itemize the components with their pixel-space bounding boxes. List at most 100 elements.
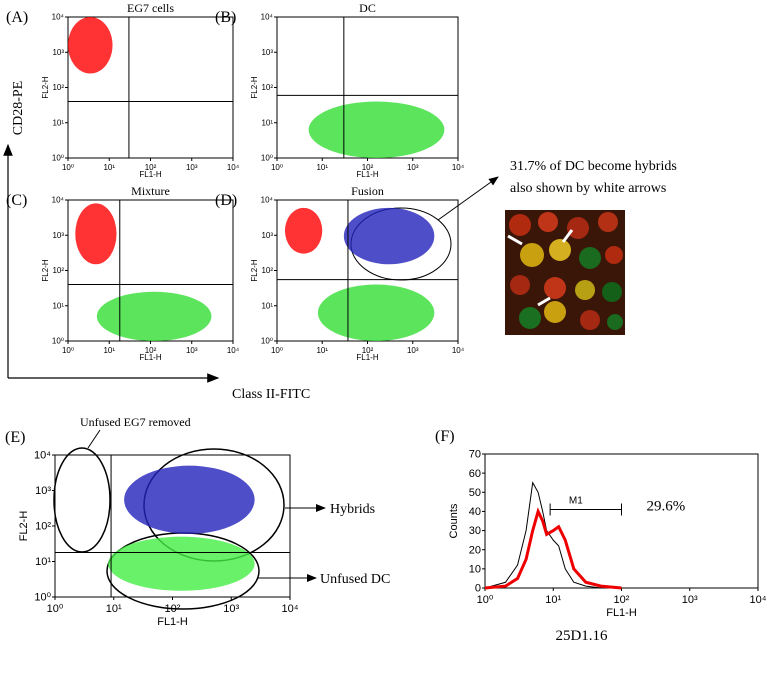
- y-tick-label: 10⁴: [52, 13, 65, 22]
- panel-title: Fusion: [351, 184, 384, 198]
- y-tick-label: 10²: [52, 83, 64, 92]
- x-tick-label: 10⁰: [477, 594, 494, 606]
- y-axis-label: FL2-H: [41, 259, 50, 281]
- panel-label: (B): [215, 9, 236, 26]
- y-tick-label: 10³: [261, 48, 273, 57]
- x-axis-title: Class II-FITC: [232, 387, 310, 402]
- panel-title: DC: [359, 1, 376, 15]
- y-axis-title: CD28-PE: [11, 81, 26, 135]
- y-tick-label: 10⁴: [261, 196, 274, 205]
- cell-population: [75, 203, 117, 265]
- panel-caption: 25D1.16: [555, 628, 608, 644]
- x-tick-label: 10²: [145, 346, 157, 355]
- y-tick-label: 10³: [261, 231, 273, 240]
- y-tick-label: 40: [469, 506, 481, 518]
- annotation: Hybrids: [330, 502, 375, 517]
- y-tick-label: 10¹: [261, 118, 273, 127]
- y-tick-label: 0: [475, 583, 481, 595]
- marker-label: M1: [569, 496, 583, 507]
- y-tick-label: 60: [469, 468, 481, 480]
- y-tick-label: 10⁰: [52, 337, 64, 346]
- x-axis-label: FL1-H: [139, 170, 161, 179]
- y-tick-label: 10⁴: [52, 196, 65, 205]
- y-tick-label: 10³: [52, 231, 64, 240]
- y-tick-label: 10²: [261, 83, 273, 92]
- y-axis-label: FL2-H: [41, 76, 50, 98]
- y-tick-label: 10³: [52, 48, 64, 57]
- y-axis-label: FL2-H: [250, 259, 259, 281]
- y-tick-label: 10⁰: [34, 592, 51, 604]
- plot-frame: [484, 453, 759, 589]
- y-tick-label: 50: [469, 487, 481, 499]
- y-tick-label: 10⁰: [261, 337, 273, 346]
- x-tick-label: 10⁴: [750, 594, 767, 606]
- x-tick-label: 10³: [682, 594, 698, 606]
- y-axis-label: FL2-H: [18, 511, 30, 542]
- x-axis-label: FL1-H: [139, 353, 161, 362]
- gate: [53, 447, 111, 553]
- x-tick-label: 10³: [223, 603, 239, 615]
- histogram-line: [484, 507, 622, 590]
- annotation: Unfused EG7 removed: [80, 415, 191, 429]
- x-tick-label: 10¹: [106, 603, 122, 615]
- x-tick-label: 10⁰: [271, 346, 283, 355]
- x-tick-label: 10¹: [316, 346, 328, 355]
- x-tick-label: 10¹: [316, 163, 328, 172]
- cell-population: [284, 207, 323, 254]
- x-tick-label: 10⁴: [452, 163, 465, 172]
- x-tick-label: 10⁰: [271, 163, 283, 172]
- y-tick-label: 10⁴: [34, 450, 51, 462]
- pointer-line: [87, 429, 101, 449]
- y-axis-label: FL2-H: [250, 76, 259, 98]
- x-axis-label: FL1-H: [157, 616, 188, 628]
- x-tick-label: 10⁴: [227, 163, 240, 172]
- x-tick-label: 10³: [186, 163, 198, 172]
- y-tick-label: 70: [469, 449, 481, 461]
- y-tick-label: 10¹: [52, 301, 64, 310]
- micrograph: [505, 210, 625, 335]
- x-tick-label: 10²: [362, 163, 374, 172]
- x-tick-label: 10²: [614, 594, 630, 606]
- y-axis-label: Counts: [448, 503, 460, 538]
- x-tick-label: 10²: [145, 163, 157, 172]
- panel-label: (E): [5, 429, 25, 446]
- x-tick-label: 10³: [407, 346, 419, 355]
- pointer-arrow: [437, 176, 499, 221]
- panel-label: (C): [6, 192, 27, 209]
- y-tick-label: 20: [469, 544, 481, 556]
- x-tick-label: 10⁰: [62, 163, 74, 172]
- panel-label: (D): [215, 192, 237, 209]
- marker-percent: 29.6%: [647, 499, 686, 515]
- y-tick-label: 30: [469, 525, 481, 537]
- x-tick-label: 10⁴: [227, 346, 240, 355]
- y-tick-label: 10¹: [52, 118, 64, 127]
- cell-population: [124, 465, 255, 534]
- annotation: Unfused DC: [320, 572, 390, 587]
- x-axis-label: FL1-H: [356, 353, 378, 362]
- histogram-line: [484, 481, 622, 589]
- y-tick-label: 10²: [52, 266, 64, 275]
- cell-population: [317, 284, 435, 342]
- x-tick-label: 10²: [165, 603, 181, 615]
- x-tick-label: 10¹: [103, 346, 115, 355]
- y-tick-label: 10³: [35, 485, 51, 497]
- x-tick-label: 10⁰: [62, 346, 74, 355]
- x-axis-label: FL1-H: [606, 607, 637, 619]
- note: also shown by white arrows: [510, 181, 666, 196]
- panel-label: (A): [6, 9, 28, 26]
- y-tick-label: 10¹: [261, 301, 273, 310]
- cell-population: [68, 17, 113, 74]
- y-tick-label: 10²: [261, 266, 273, 275]
- x-tick-label: 10⁴: [452, 346, 465, 355]
- cell-population: [108, 536, 255, 591]
- y-tick-label: 10⁴: [261, 13, 274, 22]
- panel-title: Mixture: [131, 184, 170, 198]
- x-tick-label: 10⁴: [282, 603, 299, 615]
- y-tick-label: 10: [469, 564, 481, 576]
- cell-population: [308, 101, 445, 158]
- y-tick-label: 10⁰: [52, 154, 64, 163]
- x-tick-label: 10³: [407, 163, 419, 172]
- note: 31.7% of DC become hybrids: [510, 159, 677, 174]
